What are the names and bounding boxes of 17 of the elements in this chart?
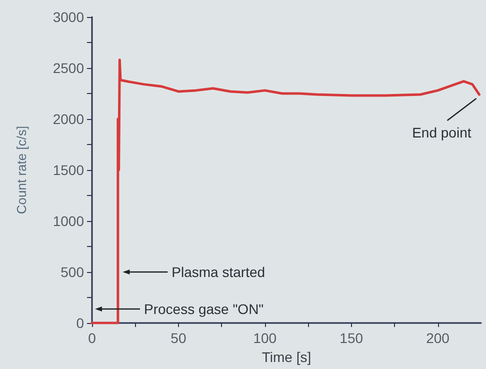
annotation: Process gase "ON" xyxy=(144,301,264,317)
x-tick-label: 50 xyxy=(170,330,186,346)
x-tick-label: 200 xyxy=(426,330,450,346)
annotation: Plasma started xyxy=(172,264,266,280)
y-tick-label: 1000 xyxy=(52,213,84,229)
y-axis-title: Count rate [c/s] xyxy=(14,126,29,214)
y-tick-label: 3000 xyxy=(52,9,84,25)
x-tick-label: 150 xyxy=(340,330,364,346)
x-tick-label: 100 xyxy=(253,330,277,346)
y-tick-label: 2000 xyxy=(52,111,84,127)
annotation: End point xyxy=(412,124,472,141)
y-tick-label: 0 xyxy=(76,315,84,331)
y-tick-label: 2500 xyxy=(52,60,84,76)
y-tick-label: 1500 xyxy=(52,162,84,178)
x-axis-title: Time [s] xyxy=(262,348,312,365)
x-tick-label: 0 xyxy=(88,330,96,346)
y-tick-label: 500 xyxy=(60,264,84,280)
